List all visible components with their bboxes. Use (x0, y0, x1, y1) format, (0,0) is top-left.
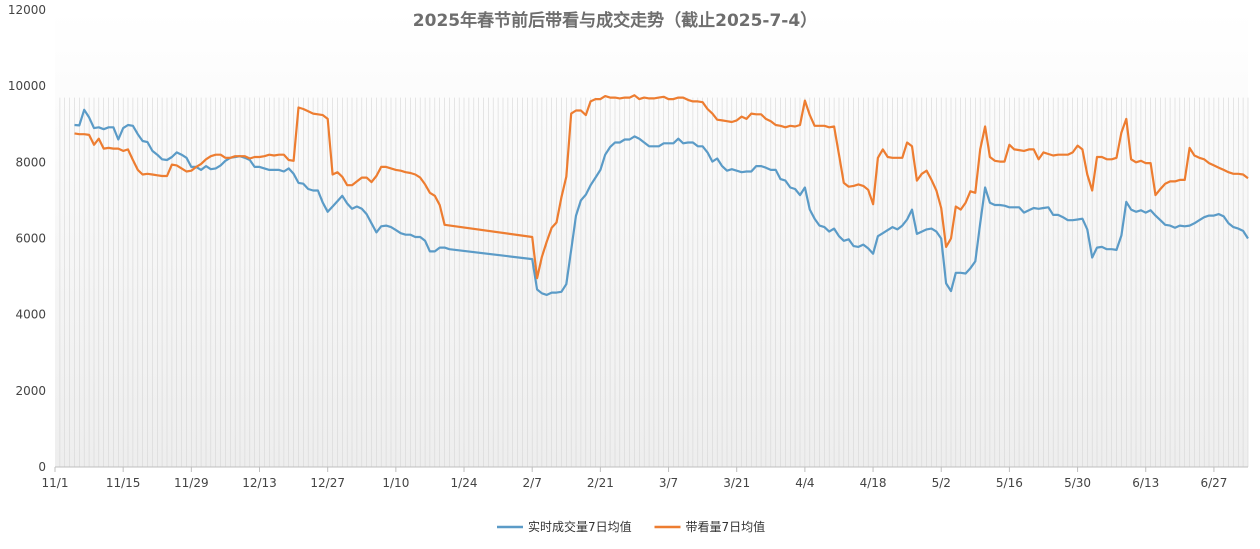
x-tick-label: 3/7 (659, 476, 678, 490)
x-tick-label: 11/1 (42, 476, 69, 490)
legend-label-2: 带看量7日均值 (686, 519, 766, 534)
vertical-gridlines (59, 97, 1249, 467)
x-tick-label: 4/18 (860, 476, 887, 490)
x-tick-label: 1/10 (382, 476, 409, 490)
y-tick-label: 4000 (15, 308, 46, 322)
x-axis-ticks: 11/1 11/15 11/29 12/13 12/27 1/10 1/24 2/7 2/21 3… (42, 467, 1227, 490)
y-tick-label: 10000 (8, 79, 46, 93)
x-tick-label: 4/4 (795, 476, 814, 490)
x-tick-label: 2/7 (523, 476, 542, 490)
series-line-1 (74, 108, 1249, 296)
x-tick-label: 5/16 (996, 476, 1023, 490)
x-tick-label: 11/29 (174, 476, 209, 490)
y-tick-label: 0 (38, 460, 46, 474)
x-tick-label: 11/15 (106, 476, 141, 490)
x-tick-label: 12/13 (242, 476, 277, 490)
x-tick-label: 6/13 (1132, 476, 1159, 490)
y-tick-label: 6000 (15, 232, 46, 246)
x-tick-label: 5/2 (932, 476, 951, 490)
x-tick-label: 2/21 (587, 476, 614, 490)
y-axis-ticks: 0 2000 4000 6000 8000 10000 12000 (8, 3, 46, 474)
x-tick-label: 12/27 (310, 476, 345, 490)
x-tick-label: 5/30 (1064, 476, 1091, 490)
y-tick-label: 12000 (8, 3, 46, 17)
series-lines (74, 94, 1249, 296)
legend: 实时成交量7日均值 带看量7日均值 (497, 519, 765, 534)
y-tick-label: 8000 (15, 155, 46, 169)
legend-label-1: 实时成交量7日均值 (528, 519, 632, 534)
y-tick-label: 2000 (15, 384, 46, 398)
x-tick-label: 1/24 (451, 476, 478, 490)
plot-area (55, 10, 1248, 467)
chart-title: 2025年春节前后带看与成交走势（截止2025-7-4） (413, 10, 817, 31)
series-line-2 (74, 94, 1249, 280)
x-tick-label: 3/21 (723, 476, 750, 490)
x-tick-label: 6/27 (1200, 476, 1227, 490)
